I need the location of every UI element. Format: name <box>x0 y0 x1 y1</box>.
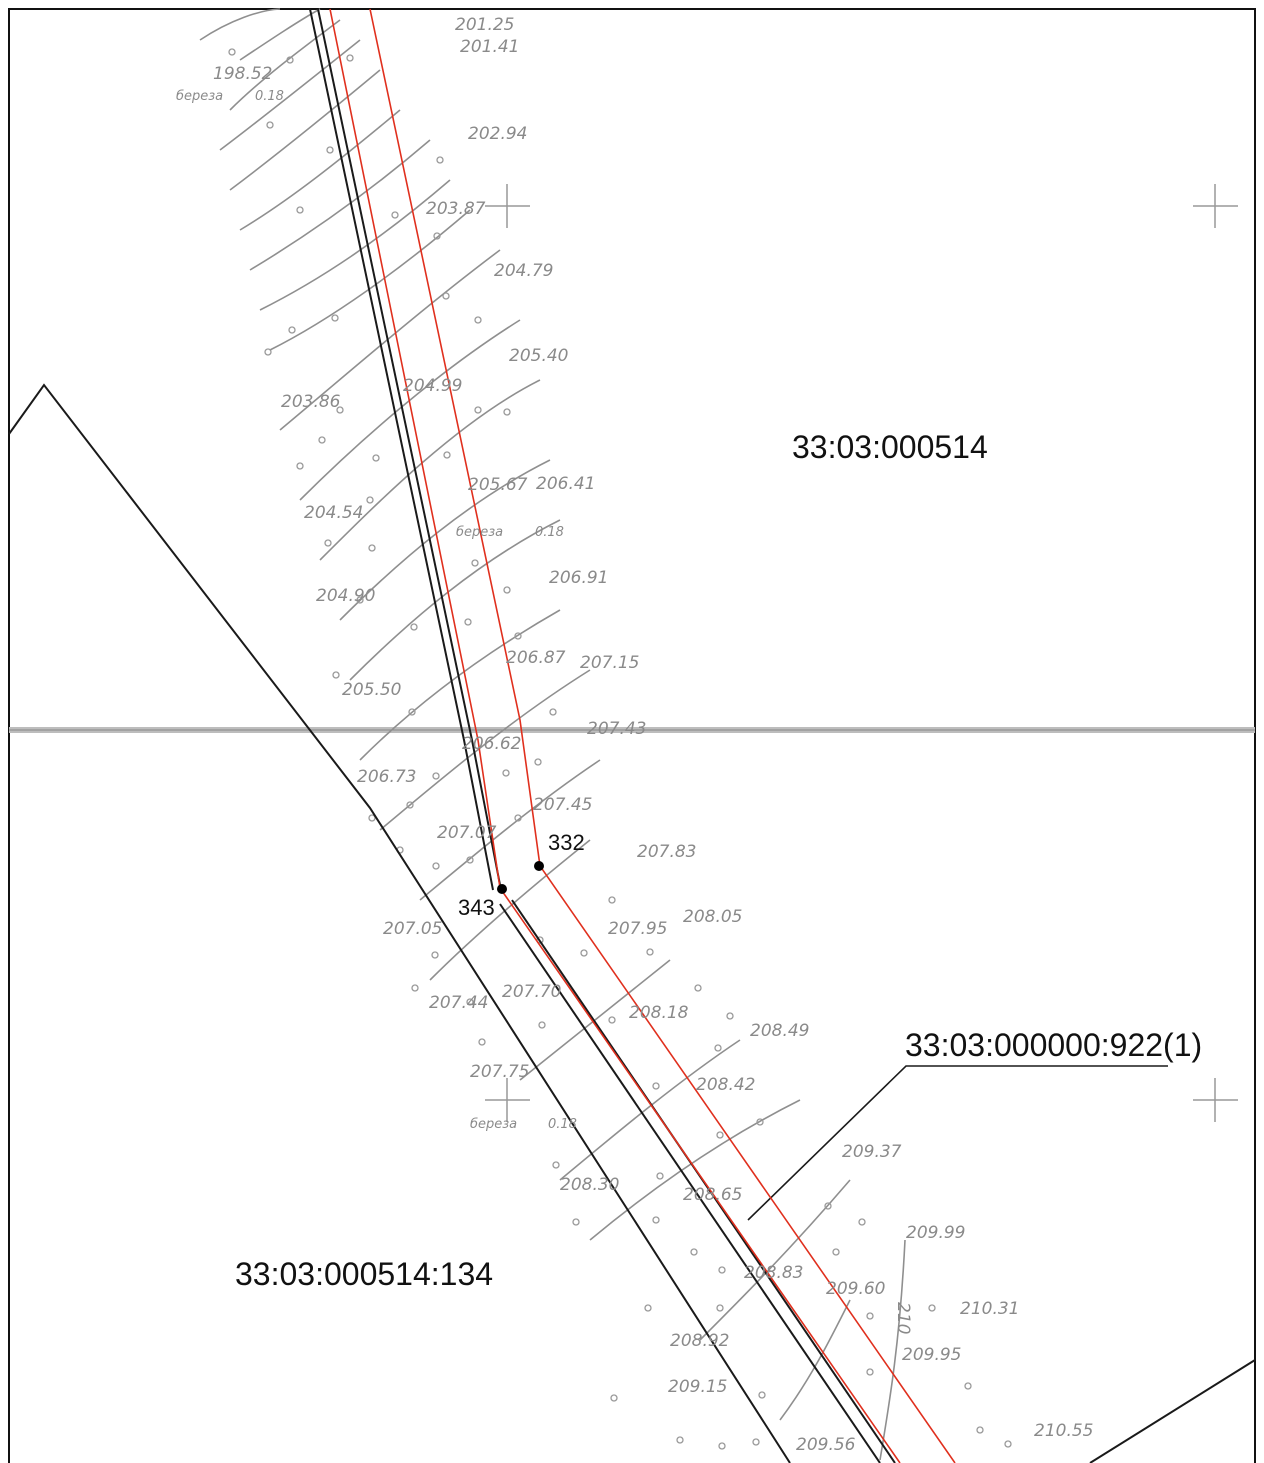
elevation-label: 208.92 <box>670 1331 729 1351</box>
elevation-label: 207.95 <box>608 919 667 939</box>
elevation-label: 198.52 <box>213 64 272 84</box>
tree-notes: береза 0.18 береза 0.18 береза 0.18 <box>176 89 577 1132</box>
elevation-label: 209.56 <box>796 1435 856 1455</box>
elevation-label: 205.67 <box>468 475 528 495</box>
parcel-label-134: 33:03:000514:134 <box>235 1256 493 1292</box>
elevation-label: 209.99 <box>906 1223 965 1243</box>
road-edge-east <box>317 8 502 891</box>
elevation-label: 205.40 <box>509 346 568 366</box>
boundary-southeast <box>1089 1359 1256 1463</box>
elevation-label: 207.43 <box>587 719 646 739</box>
elevation-label: 209.95 <box>902 1345 961 1365</box>
elevation-label: 209.37 <box>842 1142 902 1162</box>
map-frame <box>8 8 1256 1463</box>
contour-lines <box>199 8 906 1461</box>
tree-note-label: 0.18 <box>255 89 284 104</box>
elevation-label: 208.30 <box>560 1175 619 1195</box>
elevation-labels: 201.25 201.41 198.52 202.94 203.87 204.7… <box>213 15 1093 1455</box>
point-label-343: 343 <box>458 895 495 920</box>
tree-species-label: береза <box>456 525 503 540</box>
road-edge-west <box>309 8 494 891</box>
elevation-label: 204.99 <box>403 376 462 396</box>
elevation-label: 210.31 <box>960 1299 1019 1319</box>
elevation-label: 208.05 <box>683 907 742 927</box>
survey-point-332 <box>534 861 544 871</box>
elevation-label: 204.90 <box>316 586 375 606</box>
elevation-label: 208.65 <box>683 1185 742 1205</box>
elevation-label: 203.87 <box>426 199 486 219</box>
parcel-label-block: 33:03:000514 <box>792 429 988 465</box>
parcel-label-922: 33:03:000000:922(1) <box>905 1027 1202 1063</box>
elevation-label: 205.50 <box>342 680 401 700</box>
survey-point-343 <box>497 884 507 894</box>
elevation-label: 206.91 <box>549 568 608 588</box>
grid-crosses <box>485 184 1238 1122</box>
boundary-lot-134 <box>8 383 791 1463</box>
elevation-label: 201.25 <box>455 15 514 35</box>
elevation-label: 206.73 <box>357 767 416 787</box>
elevation-label: 207.83 <box>637 842 696 862</box>
elevation-label: 209.15 <box>668 1377 727 1397</box>
road-edge-west-south <box>499 903 881 1463</box>
contour-index-label: 210 <box>893 1302 913 1334</box>
elevation-label: 201.41 <box>460 37 519 57</box>
tree-species-label: береза <box>176 89 223 104</box>
elevation-label: 204.54 <box>304 503 363 523</box>
elevation-label: 208.42 <box>696 1075 755 1095</box>
tree-species-label: береза <box>470 1117 517 1132</box>
tree-note-label: 0.18 <box>535 525 564 540</box>
red-lines <box>329 8 956 1463</box>
elevation-label: 207.45 <box>533 795 592 815</box>
tree-note-label: 0.18 <box>548 1117 577 1132</box>
elevation-label: 207.07 <box>437 823 497 843</box>
elevation-label: 203.86 <box>281 392 341 412</box>
elevation-label: 206.41 <box>536 474 595 494</box>
elevation-label: 210.55 <box>1034 1421 1093 1441</box>
elevation-label: 202.94 <box>468 124 527 144</box>
leader-922 <box>747 1065 1168 1221</box>
elevation-label: 209.60 <box>826 1279 885 1299</box>
elevation-label: 206.87 <box>506 648 566 668</box>
elevation-label: 207.70 <box>502 982 561 1002</box>
elevation-label: 208.49 <box>750 1021 809 1041</box>
elevation-label: 208.18 <box>629 1003 689 1023</box>
survey-dots <box>228 48 1012 1450</box>
point-label-332: 332 <box>548 830 585 855</box>
red-line-east <box>369 8 956 1463</box>
elevation-label: 207.75 <box>470 1062 529 1082</box>
red-line-west <box>329 8 901 1463</box>
elevation-label: 204.79 <box>494 261 553 281</box>
elevation-label: 206.62 <box>462 734 521 754</box>
elevation-label: 207.44 <box>429 993 488 1013</box>
elevation-label: 208.83 <box>744 1263 803 1283</box>
elevation-label: 207.05 <box>383 919 442 939</box>
elevation-label: 207.15 <box>580 653 639 673</box>
